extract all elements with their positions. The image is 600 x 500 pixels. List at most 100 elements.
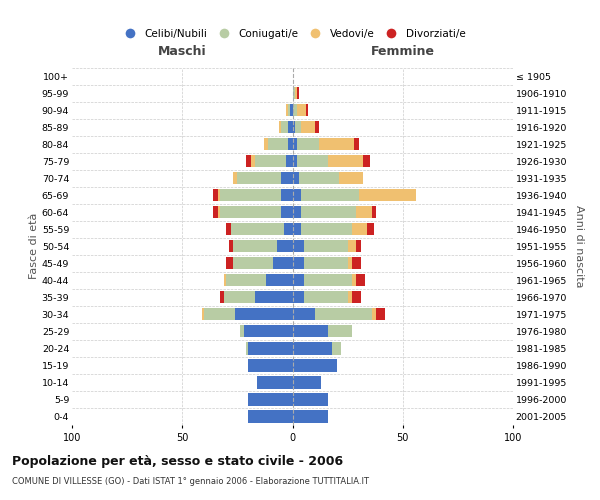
Bar (286, 155, 293, 168)
Bar (224, 274, 226, 286)
Bar (272, 257, 293, 270)
Bar (293, 342, 332, 354)
Bar (301, 223, 352, 235)
Bar (376, 308, 385, 320)
Bar (304, 257, 347, 270)
Bar (213, 206, 218, 218)
Bar (281, 206, 293, 218)
Bar (304, 291, 347, 304)
Bar (233, 257, 272, 270)
Bar (248, 394, 293, 406)
Bar (347, 291, 352, 304)
Bar (293, 291, 304, 304)
Bar (297, 155, 328, 168)
Bar (301, 189, 359, 202)
Bar (293, 257, 304, 270)
Bar (354, 138, 359, 150)
Bar (328, 325, 352, 338)
Bar (356, 206, 372, 218)
Bar (367, 223, 374, 235)
Bar (279, 121, 281, 133)
Bar (332, 342, 341, 354)
Bar (281, 121, 288, 133)
Bar (218, 206, 220, 218)
Text: Femmine: Femmine (371, 45, 435, 58)
Bar (246, 342, 248, 354)
Bar (293, 87, 295, 99)
Bar (295, 87, 297, 99)
Bar (293, 308, 314, 320)
Bar (213, 189, 218, 202)
Bar (301, 206, 356, 218)
Bar (356, 274, 365, 286)
Legend: Celibi/Nubili, Coniugati/e, Vedovi/e, Divorziati/e: Celibi/Nubili, Coniugati/e, Vedovi/e, Di… (115, 24, 470, 43)
Bar (293, 360, 337, 372)
Bar (220, 291, 224, 304)
Bar (293, 189, 301, 202)
Bar (347, 240, 356, 252)
Bar (284, 223, 293, 235)
Bar (293, 172, 299, 184)
Bar (328, 155, 363, 168)
Bar (248, 360, 293, 372)
Bar (244, 325, 293, 338)
Bar (297, 104, 306, 116)
Bar (304, 274, 352, 286)
Bar (306, 104, 308, 116)
Bar (277, 240, 293, 252)
Y-axis label: Fasce di età: Fasce di età (29, 213, 39, 280)
Bar (293, 410, 328, 422)
Bar (314, 308, 372, 320)
Bar (356, 240, 361, 252)
Bar (220, 206, 281, 218)
Bar (264, 138, 268, 150)
Bar (290, 104, 293, 116)
Bar (288, 104, 290, 116)
Bar (239, 325, 244, 338)
Bar (255, 291, 293, 304)
Bar (359, 189, 416, 202)
Bar (314, 121, 319, 133)
Text: Maschi: Maschi (158, 45, 206, 58)
Bar (352, 257, 361, 270)
Bar (293, 376, 321, 388)
Bar (248, 342, 293, 354)
Bar (299, 172, 339, 184)
Bar (363, 155, 370, 168)
Bar (339, 172, 363, 184)
Bar (257, 376, 293, 388)
Bar (352, 274, 356, 286)
Bar (248, 410, 293, 422)
Bar (301, 121, 314, 133)
Bar (202, 308, 204, 320)
Bar (204, 308, 235, 320)
Bar (295, 121, 301, 133)
Bar (238, 172, 281, 184)
Bar (220, 189, 281, 202)
Bar (218, 189, 220, 202)
Bar (293, 325, 328, 338)
Bar (226, 274, 266, 286)
Bar (319, 138, 354, 150)
Bar (352, 291, 361, 304)
Bar (352, 223, 367, 235)
Bar (347, 257, 352, 270)
Bar (293, 240, 304, 252)
Bar (304, 240, 347, 252)
Bar (293, 274, 304, 286)
Bar (281, 172, 293, 184)
Bar (224, 291, 255, 304)
Bar (293, 206, 301, 218)
Text: COMUNE DI VILLESSE (GO) - Dati ISTAT 1° gennaio 2006 - Elaborazione TUTTITALIA.I: COMUNE DI VILLESSE (GO) - Dati ISTAT 1° … (12, 478, 369, 486)
Bar (288, 138, 293, 150)
Bar (229, 240, 233, 252)
Bar (293, 138, 297, 150)
Bar (293, 394, 328, 406)
Bar (372, 206, 376, 218)
Bar (231, 223, 284, 235)
Bar (226, 223, 231, 235)
Bar (293, 121, 295, 133)
Bar (293, 155, 297, 168)
Y-axis label: Anni di nascita: Anni di nascita (574, 205, 584, 288)
Bar (281, 189, 293, 202)
